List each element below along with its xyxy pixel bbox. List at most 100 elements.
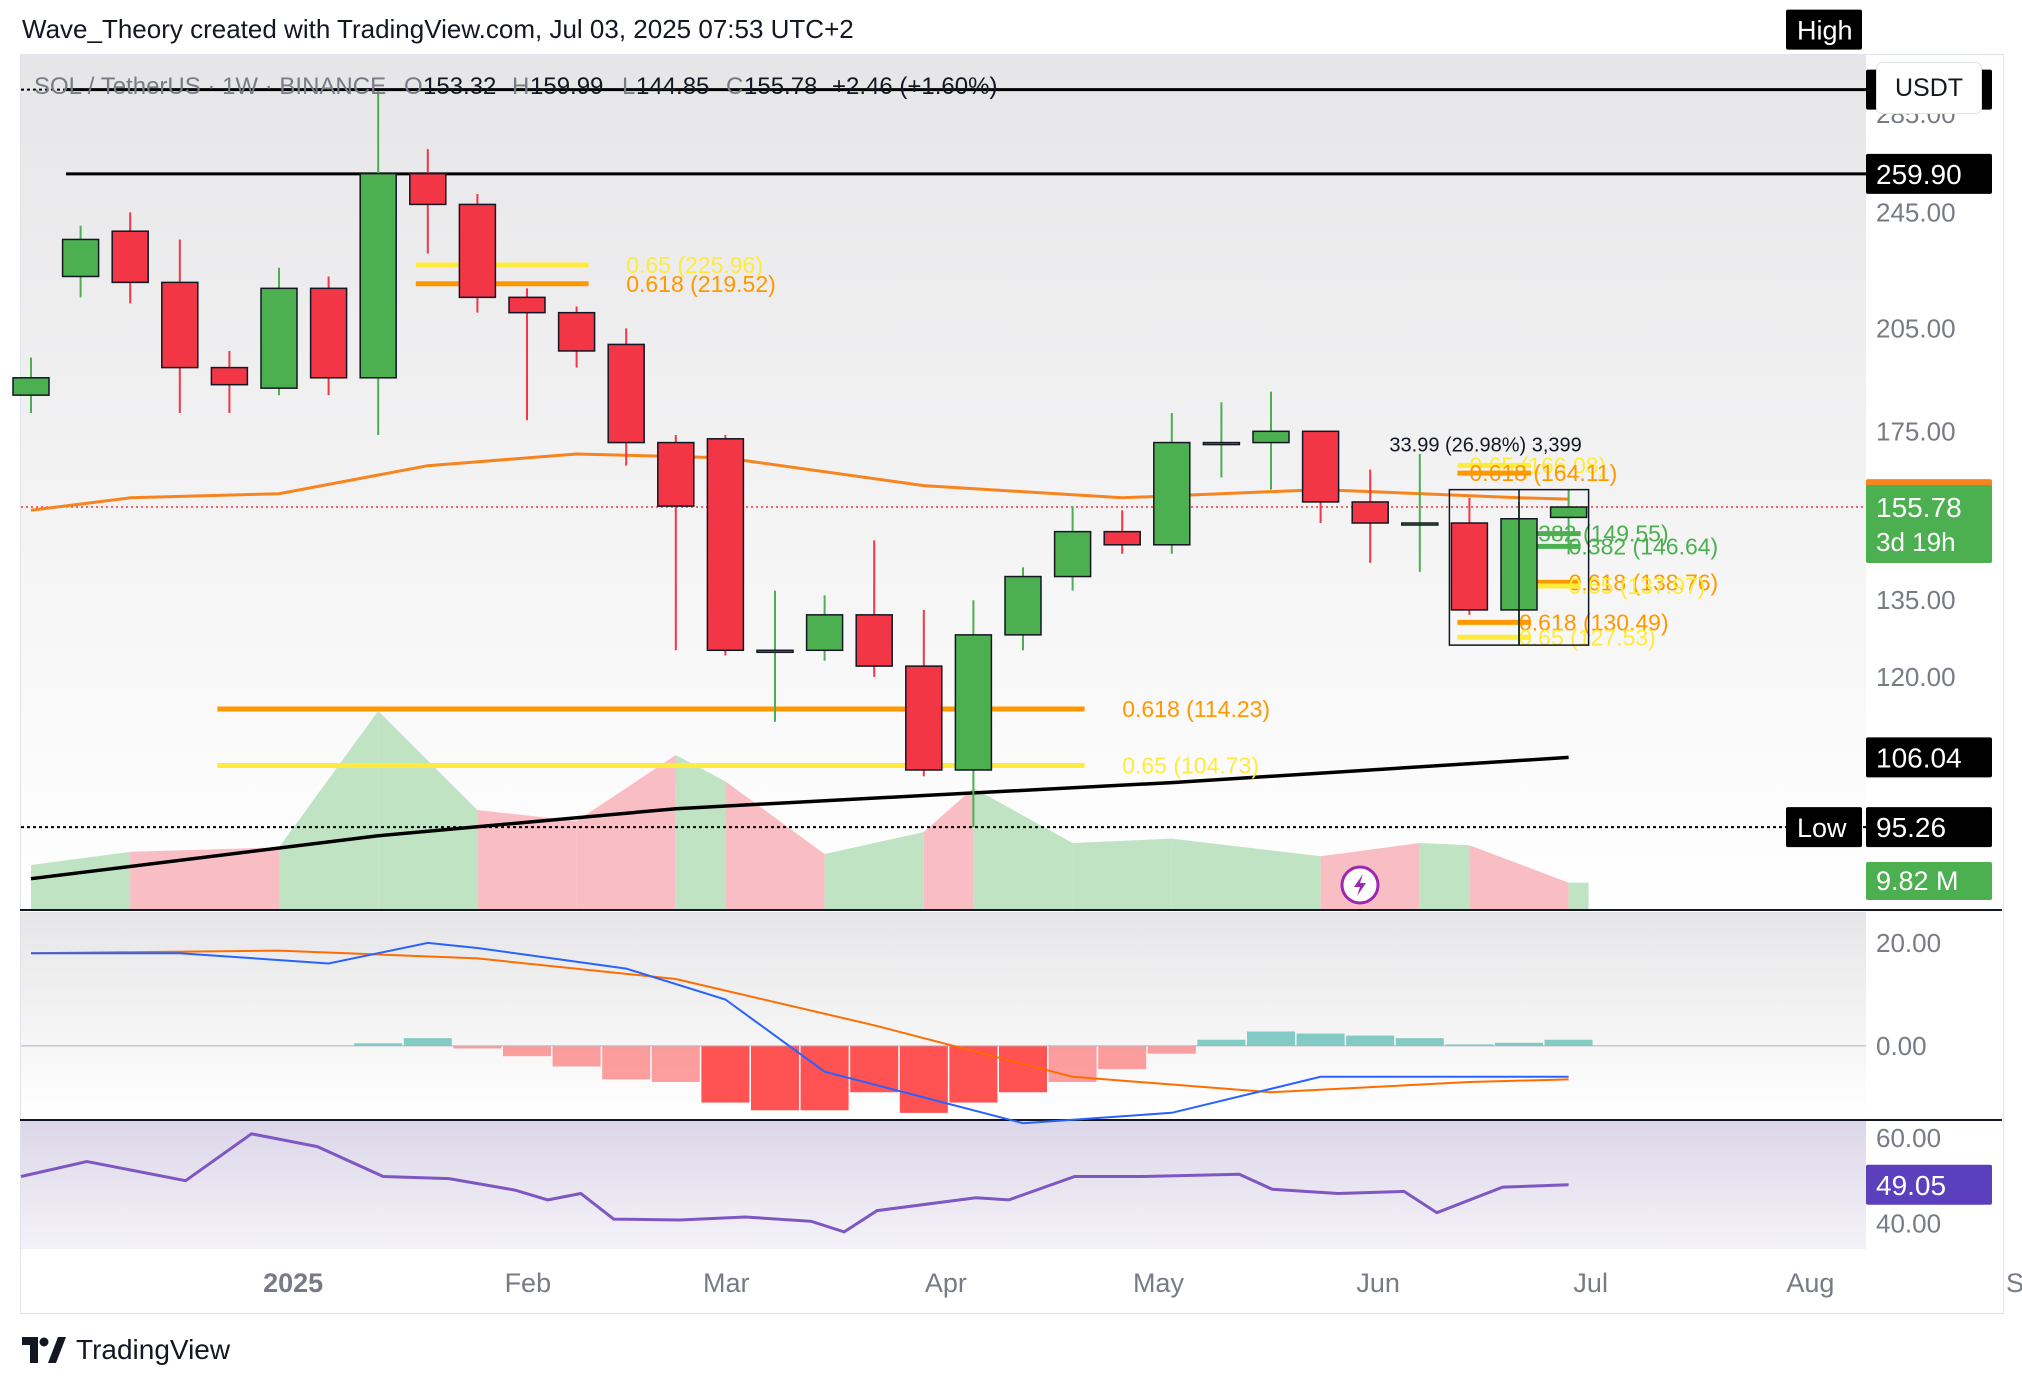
bar-countdown-label: 3d 19h (1876, 527, 1956, 557)
macd-line (31, 941, 1569, 1125)
candle-body (458, 203, 497, 299)
current-price-label: 155.78 (1876, 492, 1962, 523)
volume-bar (1469, 845, 1569, 909)
macd-histogram-bar (701, 1045, 750, 1103)
rsi-line (20, 1132, 1569, 1234)
footer-brand: TradingView (22, 1334, 230, 1366)
axes-layer: 285.00245.00205.00175.00135.00120.0020.0… (263, 99, 2022, 1298)
macd-histogram-bar (1147, 1045, 1196, 1054)
macd-histogram-bar (1247, 1031, 1295, 1046)
macd-signal-line (30, 949, 1569, 1094)
candle-body (607, 343, 645, 444)
current-price-label-bg (1866, 485, 1992, 564)
candle-body (161, 281, 199, 369)
time-axis-tick: Mar (703, 1268, 750, 1298)
macd-histogram-bar (354, 1043, 403, 1046)
price-axis-tick: 120.00 (1876, 662, 1956, 692)
level-tag: High (1797, 16, 1853, 46)
candle-body (309, 287, 348, 379)
legend-close-key: C (726, 73, 743, 100)
price-axis-tick: 135.00 (1876, 585, 1956, 615)
candle-body (805, 614, 844, 652)
volume-bar (824, 832, 924, 909)
candle-body (905, 665, 943, 771)
candle-body (706, 438, 745, 652)
volume-bar (1568, 882, 1589, 909)
price-axis-tick: 245.00 (1876, 197, 1956, 227)
rsi-axis-tick: 60.00 (1876, 1123, 1941, 1153)
time-axis-tick: May (1133, 1268, 1185, 1298)
fib-level-label: 0.65 (127.53) (1519, 624, 1656, 650)
macd-histogram-bar (899, 1045, 948, 1113)
macd-histogram-bar (1098, 1045, 1147, 1070)
macd-histogram-bar (552, 1045, 601, 1067)
footer-brand-name: TradingView (76, 1334, 231, 1365)
rsi-value-label-bg (1866, 1164, 1992, 1205)
volume-layer (31, 711, 1589, 909)
volume-bar (1072, 838, 1172, 909)
fib-level-label: 0.382 (146.64) (1569, 533, 1719, 559)
candle-body (210, 366, 249, 386)
time-axis-tick: Jun (1356, 1268, 1400, 1298)
legend-low-key: L (622, 73, 635, 100)
candle-body (1202, 441, 1241, 446)
rsi-pane-background (21, 1121, 1866, 1249)
volume-bar (675, 755, 726, 909)
bolt-icon[interactable] (1340, 865, 1380, 905)
fib-level-label: 0.65 (225.96) (626, 252, 763, 278)
legend-symbol[interactable]: SOL / TetherUS · 1W · BINANCE (34, 73, 386, 100)
fib-level-label: 0.618 (164.11) (1469, 460, 1617, 486)
macd-histogram-bar (1197, 1039, 1246, 1046)
rsi-axis-tick: 40.00 (1876, 1208, 1941, 1238)
level-price-label-bg (1866, 807, 1992, 848)
legend-low-value: 144.85 (636, 73, 709, 100)
volume-bar (923, 788, 974, 909)
chart-frame[interactable] (20, 54, 2004, 1314)
level-tag-bg (1786, 9, 1862, 50)
level-price-label-bg (1866, 153, 1992, 194)
candle-body (260, 287, 298, 389)
macd-histogram-bar (1395, 1038, 1444, 1046)
volume-label: 9.82 M (1876, 866, 1959, 896)
volume-bar (725, 781, 825, 909)
legend-high-key: H (512, 73, 529, 100)
candles-layer (12, 91, 1588, 828)
candle-body (508, 296, 546, 314)
fib-level-label: 0.65 (137.97) (1569, 573, 1706, 599)
candle-body (111, 230, 149, 284)
time-axis-tick: Aug (1786, 1268, 1834, 1298)
legend: SOL / TetherUS · 1W · BINANCE O 153.32 H… (34, 73, 997, 100)
fib-level-label: 0.382 (149.55) (1519, 521, 1669, 547)
volume-bar (31, 851, 131, 909)
measure-label: 33.99 (26.98%) 3,399 (1389, 435, 1581, 457)
volume-bar (378, 711, 478, 909)
candle-body (1153, 441, 1191, 546)
candle-body (359, 172, 397, 379)
volume-bar (1419, 843, 1470, 909)
legend-open-value: 153.32 (423, 73, 496, 100)
level-tag: Low (1797, 813, 1847, 843)
time-axis-tick: 2025 (263, 1268, 323, 1298)
currency-button[interactable]: USDT (1876, 62, 1982, 114)
candle-body (1450, 522, 1489, 611)
macd-histogram-bar (751, 1045, 799, 1111)
macd-histogram-bar (503, 1045, 551, 1057)
candle-body (1301, 430, 1340, 503)
candle-body (1351, 501, 1389, 524)
measure-layer: 33.99 (26.98%) 3,399 (1389, 435, 1590, 646)
candle-body (657, 441, 695, 507)
candle-body (1549, 506, 1588, 519)
fib-level-label: 0.618 (114.23) (1122, 696, 1270, 722)
candle-body (954, 634, 993, 771)
macd-histogram-bar (1445, 1044, 1494, 1046)
volume-bar (279, 711, 379, 909)
fib-level-label: 0.618 (219.52) (626, 271, 776, 297)
price-axis-tick: 175.00 (1876, 416, 1956, 446)
macd-histogram-bar (602, 1045, 651, 1080)
fib-level-label: 0.618 (130.49) (1519, 609, 1669, 635)
macd-axis-tick: 0.00 (1876, 1031, 1927, 1061)
level-price-label: 95.26 (1876, 812, 1946, 843)
fib-level-label: 0.65 (104.73) (1122, 752, 1259, 778)
volume-bar (477, 810, 577, 909)
